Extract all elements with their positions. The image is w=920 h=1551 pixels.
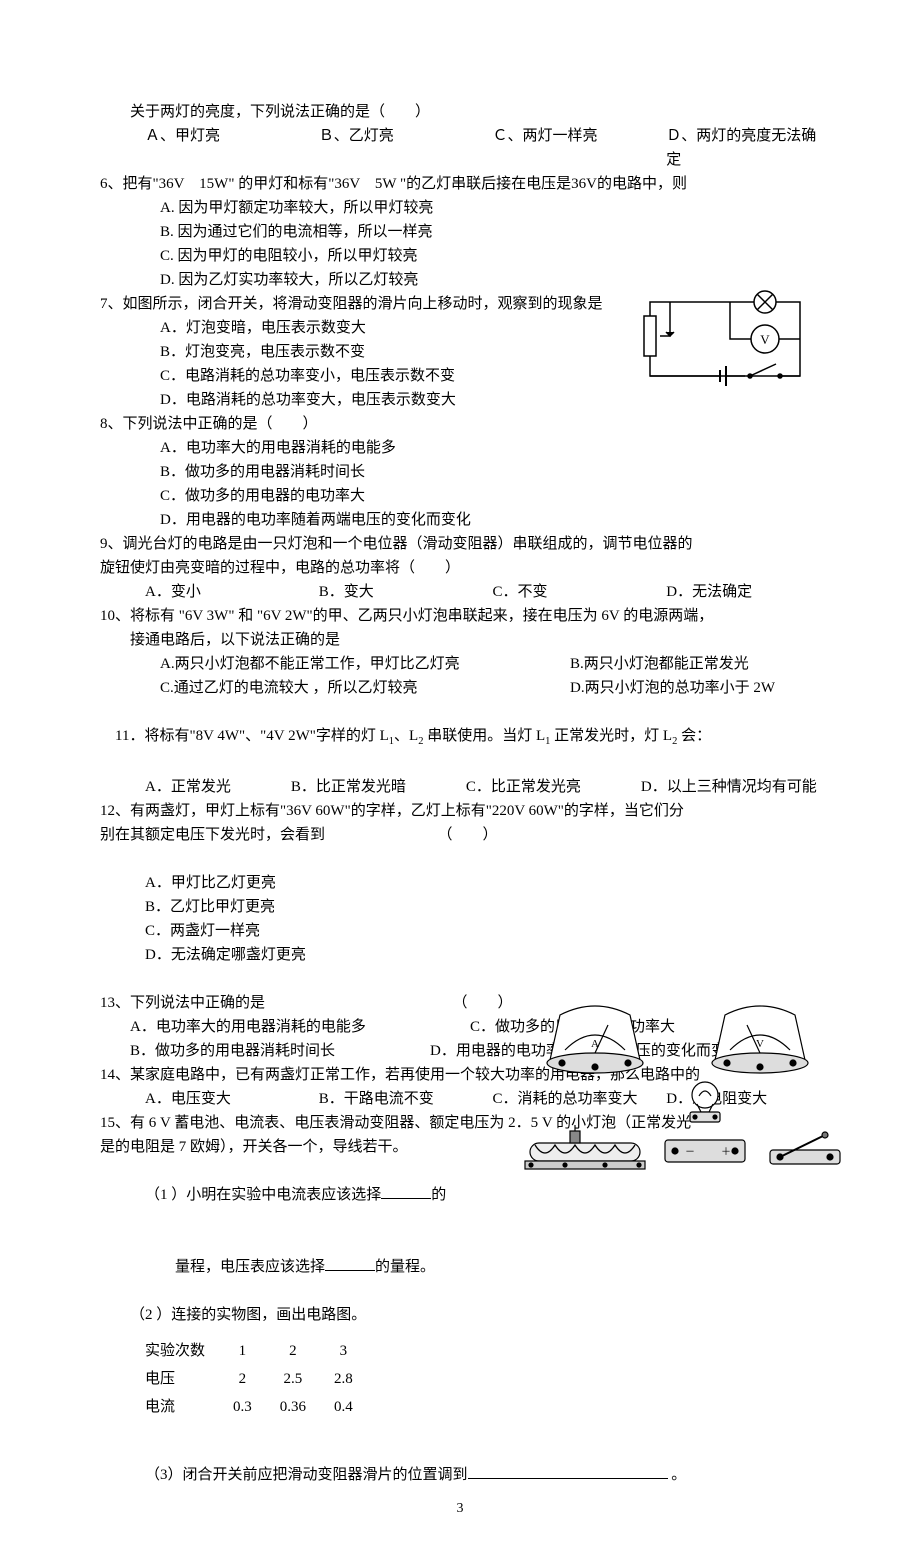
q15-p3a: （3）闭合开关前应把滑动变阻器滑片的位置调到	[145, 1467, 468, 1483]
q15-data-table: 实验次数 1 2 3 电压 2 2.5 2.8 电流 0.3 0.36 0.4	[145, 1337, 367, 1421]
q10-stem-2: 接通电路后，以下说法正确的是	[100, 628, 820, 652]
q11-stem-b: 、L	[394, 728, 418, 744]
q11-stem-d: 正常发光时，灯 L	[550, 728, 672, 744]
q11-opt-c: C．比正常发光亮	[466, 775, 581, 799]
q15-apparatus-figure: A V	[520, 1000, 850, 1190]
svg-text:V: V	[760, 332, 770, 347]
q15-p3b: 。	[668, 1467, 687, 1483]
q11-stem-a: 11．将标有"8V 4W"、"4V 2W"字样的灯 L	[115, 728, 389, 744]
q10-opt-c: C.通过乙灯的电流较大 ，所以乙灯较亮	[100, 676, 570, 700]
q12-options: A．甲灯比乙灯更亮 B．乙灯比甲灯更亮 C．两盏灯一样亮 D．无法确定哪盏灯更亮	[100, 847, 820, 991]
q14-opt-a: A．电压变大	[145, 1087, 299, 1111]
th-0: 实验次数	[145, 1337, 219, 1365]
q11-stem-c: 串联使用。当灯 L	[423, 728, 545, 744]
blank-voltmeter-range	[325, 1255, 375, 1271]
q5-opt-d: Ｄ、两灯的亮度无法确定	[666, 124, 820, 172]
table-row-voltage: 电压 2 2.5 2.8	[145, 1365, 367, 1393]
q9-opt-c: C．不变	[493, 580, 647, 604]
page-number: 3	[457, 1498, 464, 1520]
q10-opt-d: D.两只小灯泡的总功率小于 2W	[570, 676, 820, 700]
q8-opt-b: B．做功多的用电器消耗时间长	[100, 460, 820, 484]
q12-opt-a: A．甲灯比乙灯更亮	[145, 875, 276, 891]
q10-opt-a: A.两只小灯泡都不能正常工作，甲灯比乙灯亮	[100, 652, 570, 676]
svg-text:＋: ＋	[721, 1147, 731, 1158]
th-2: 2	[266, 1337, 320, 1365]
q6-opt-a: A. 因为甲灯额定功率较大，所以甲灯较亮	[100, 196, 820, 220]
th-3: 3	[320, 1337, 367, 1365]
q12-opt-d: D．无法确定哪盏灯更亮	[145, 947, 306, 963]
q7-circuit-figure: V	[630, 284, 820, 394]
q5-options: Ａ、甲灯亮 Ｂ、乙灯亮 Ｃ、两灯一样亮 Ｄ、两灯的亮度无法确定	[100, 124, 820, 172]
q11-stem-e: 会：	[677, 728, 711, 744]
q11-opt-b: B．比正常发光暗	[291, 775, 406, 799]
q5-stem-tail: 关于两灯的亮度，下列说法正确的是（ ）	[100, 100, 820, 124]
q15-p1a: （1 ）小明在实验中电流表应该选择	[145, 1187, 381, 1203]
th-1: 1	[219, 1337, 266, 1365]
q9-opt-d: D．无法确定	[666, 580, 820, 604]
q14-opt-b: B．干路电流不变	[319, 1087, 473, 1111]
q6-stem: 6、把有"36V 15W" 的甲灯和标有"36V 5W "的乙灯串联后接在电压是…	[100, 172, 820, 196]
q11-stem: 11．将标有"8V 4W"、"4V 2W"字样的灯 L1、L2 串联使用。当灯 …	[100, 700, 820, 775]
q13-opt-b: B．做功多的用电器消耗时间长	[100, 1039, 430, 1063]
svg-text:－: －	[685, 1147, 695, 1158]
svg-text:V: V	[756, 1038, 764, 1050]
q8-opt-c: C．做功多的用电器的电功率大	[100, 484, 820, 508]
q13-opt-a: A．电功率大的用电器消耗的电能多	[100, 1015, 470, 1039]
q8-opt-a: A．电功率大的用电器消耗的电能多	[100, 436, 820, 460]
blank-slider-pos	[468, 1463, 668, 1479]
q15-p1d: 的量程。	[375, 1259, 435, 1275]
q11-options: A．正常发光 B．比正常发光暗 C．比正常发光亮 D．以上三种情况均有可能	[100, 775, 820, 799]
q8-opt-d: D．用电器的电功率随着两端电压的变化而变化	[100, 508, 820, 532]
q12-opt-c: C．两盏灯一样亮	[145, 923, 260, 939]
q11-opt-a: A．正常发光	[145, 775, 231, 799]
q8-stem: 8、下列说法中正确的是（ ）	[100, 412, 820, 436]
q10-opts-row1: A.两只小灯泡都不能正常工作，甲灯比乙灯亮 B.两只小灯泡都能正常发光	[100, 652, 820, 676]
q5-opt-c: Ｃ、两灯一样亮	[493, 124, 647, 172]
q5-opt-b: Ｂ、乙灯亮	[319, 124, 473, 172]
table-row-header: 实验次数 1 2 3	[145, 1337, 367, 1365]
svg-text:A: A	[591, 1038, 599, 1050]
apparatus-svg: A V	[520, 1000, 850, 1190]
q5-opt-a: Ａ、甲灯亮	[145, 124, 299, 172]
q12-stem-2: 别在其额定电压下发光时，会看到 （ ）	[100, 823, 820, 847]
table-row-current: 电流 0.3 0.36 0.4	[145, 1393, 367, 1421]
q9-stem-2: 旋钮使灯由亮变暗的过程中，电路的总功率将（ ）	[100, 556, 820, 580]
q6-opt-c: C. 因为甲灯的电阻较小，所以甲灯较亮	[100, 244, 820, 268]
q6-opt-b: B. 因为通过它们的电流相等，所以一样亮	[100, 220, 820, 244]
q9-opt-b: B．变大	[319, 580, 473, 604]
q10-stem-1: 10、将标有 "6V 3W" 和 "6V 2W"的甲、乙两只小灯泡串联起来，接在…	[100, 604, 820, 628]
q15-p1b: 的	[431, 1187, 446, 1203]
q10-opt-b: B.两只小灯泡都能正常发光	[570, 652, 820, 676]
q9-opt-a: A．变小	[145, 580, 299, 604]
blank-ammeter-range	[381, 1183, 431, 1199]
q11-opt-d: D．以上三种情况均有可能	[641, 775, 817, 799]
exam-page: 关于两灯的亮度，下列说法正确的是（ ） Ａ、甲灯亮 Ｂ、乙灯亮 Ｃ、两灯一样亮 …	[0, 0, 920, 1551]
q12-opt-b: B．乙灯比甲灯更亮	[145, 899, 275, 915]
q12-stem-1: 12、有两盏灯，甲灯上标有"36V 60W"的字样，乙灯上标有"220V 60W…	[100, 799, 820, 823]
q15-p1-line2: 量程，电压表应该选择 的量程。	[100, 1231, 820, 1303]
q9-stem-1: 9、调光台灯的电路是由一只灯泡和一个电位器（滑动变阻器）串联组成的，调节电位器的	[100, 532, 820, 556]
q15-p1c: 量程，电压表应该选择	[175, 1259, 325, 1275]
q15-p2: （2 ）连接的实物图，画出电路图。	[100, 1303, 820, 1327]
q9-options: A．变小 B．变大 C．不变 D．无法确定	[100, 580, 820, 604]
q10-opts-row2: C.通过乙灯的电流较大 ，所以乙灯较亮 D.两只小灯泡的总功率小于 2W	[100, 676, 820, 700]
circuit-svg: V	[630, 284, 820, 394]
